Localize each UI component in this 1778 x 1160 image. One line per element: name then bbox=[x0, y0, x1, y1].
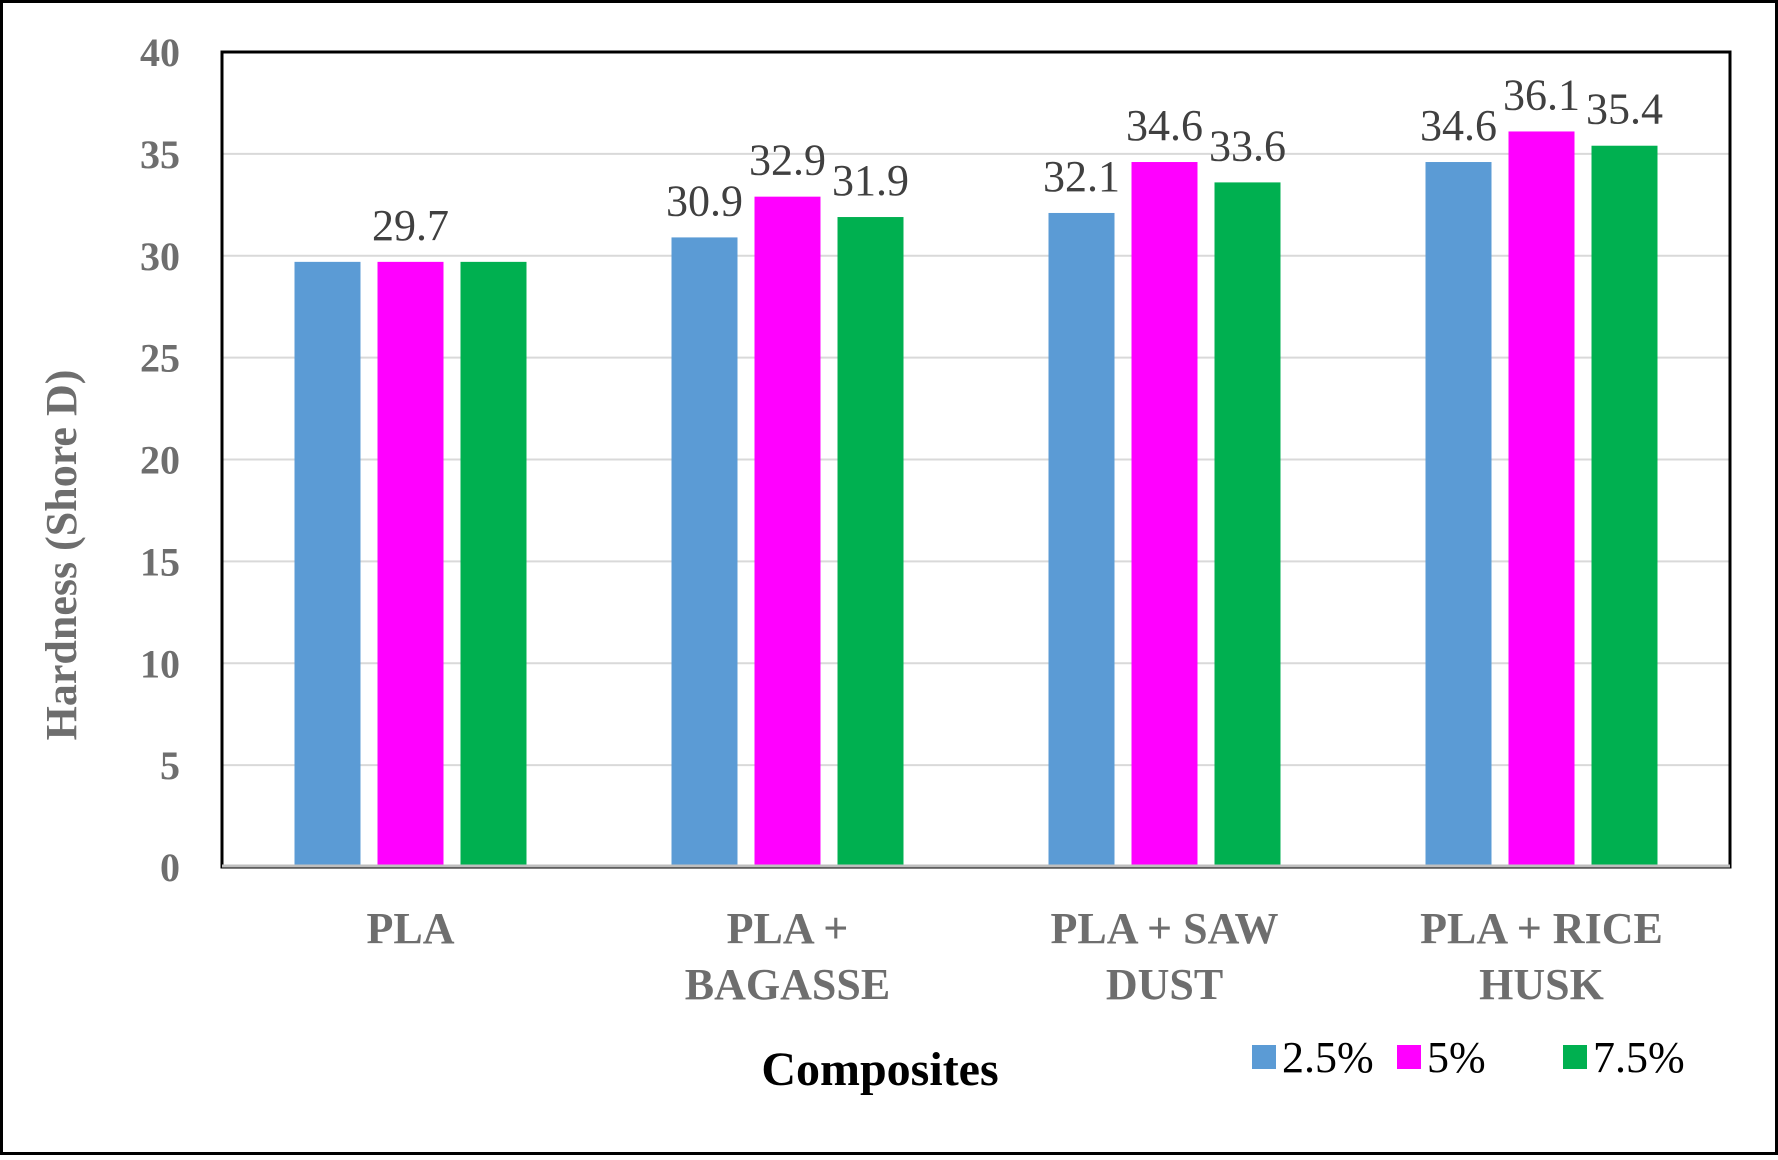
data-label: 35.4 bbox=[1586, 85, 1663, 134]
legend-label: 5% bbox=[1427, 1033, 1486, 1082]
x-tick-label: PLA + bbox=[727, 904, 849, 953]
y-tick-label: 35 bbox=[140, 132, 180, 177]
y-tick-label: 5 bbox=[160, 743, 180, 788]
x-tick-label: HUSK bbox=[1479, 960, 1604, 1009]
bar-2-5pct bbox=[294, 261, 361, 865]
y-tick-label: 10 bbox=[140, 641, 180, 686]
data-label: 34.6 bbox=[1126, 101, 1203, 150]
data-labels: 29.7 30.932.9 31.9 32.134.6 33.6 34.636.1 35.4 bbox=[372, 70, 1663, 249]
bar-5pct bbox=[1131, 162, 1198, 865]
legend: 2.5% 5% 7.5% bbox=[1252, 1033, 1685, 1082]
y-tick-label: 20 bbox=[140, 438, 180, 483]
bar-2-5pct bbox=[1048, 212, 1115, 865]
x-tick-label: DUST bbox=[1106, 960, 1223, 1009]
bar-5pct bbox=[754, 196, 821, 866]
bar-7-5pct bbox=[460, 261, 527, 865]
bar-2-5pct bbox=[1425, 162, 1492, 865]
y-tick-label: 25 bbox=[140, 336, 180, 381]
x-tick-label: PLA + SAW bbox=[1050, 904, 1278, 953]
data-label: 34.6 bbox=[1420, 101, 1497, 150]
legend-label: 7.5% bbox=[1593, 1033, 1685, 1082]
x-tick-label: PLA + RICE bbox=[1420, 904, 1663, 953]
bar-7-5pct bbox=[1214, 182, 1281, 865]
y-tick-label: 40 bbox=[140, 30, 180, 75]
bar-5pct bbox=[1508, 131, 1575, 865]
bar-7-5pct bbox=[837, 217, 904, 866]
x-axis-title: Composites bbox=[761, 1043, 998, 1096]
legend-swatch bbox=[1397, 1045, 1421, 1069]
legend-swatch bbox=[1252, 1045, 1276, 1069]
data-label: 32.1 bbox=[1043, 152, 1120, 201]
legend-swatch bbox=[1563, 1045, 1587, 1069]
data-label: 32.9 bbox=[749, 136, 826, 185]
data-label: 29.7 bbox=[372, 201, 449, 250]
y-axis-title: Hardness (Shore D) bbox=[37, 370, 86, 741]
y-tick-label: 0 bbox=[160, 845, 180, 890]
axes: 0 5 10 15 20 25 30 35 40 PLA PLA + BAGASSE PLA + SAW… bbox=[140, 30, 1730, 1009]
bar-5pct bbox=[377, 261, 444, 865]
data-label: 36.1 bbox=[1503, 70, 1580, 119]
bars bbox=[294, 131, 1658, 866]
data-label: 30.9 bbox=[666, 176, 743, 225]
data-label: 31.9 bbox=[832, 156, 909, 205]
bar-2-5pct bbox=[671, 237, 738, 866]
x-tick-label: PLA bbox=[367, 904, 455, 953]
data-label: 33.6 bbox=[1209, 121, 1286, 170]
y-tick-label: 15 bbox=[140, 539, 180, 584]
x-tick-label: BAGASSE bbox=[685, 960, 890, 1009]
legend-label: 2.5% bbox=[1282, 1033, 1374, 1082]
y-tick-label: 30 bbox=[140, 234, 180, 279]
bar-7-5pct bbox=[1591, 145, 1658, 866]
